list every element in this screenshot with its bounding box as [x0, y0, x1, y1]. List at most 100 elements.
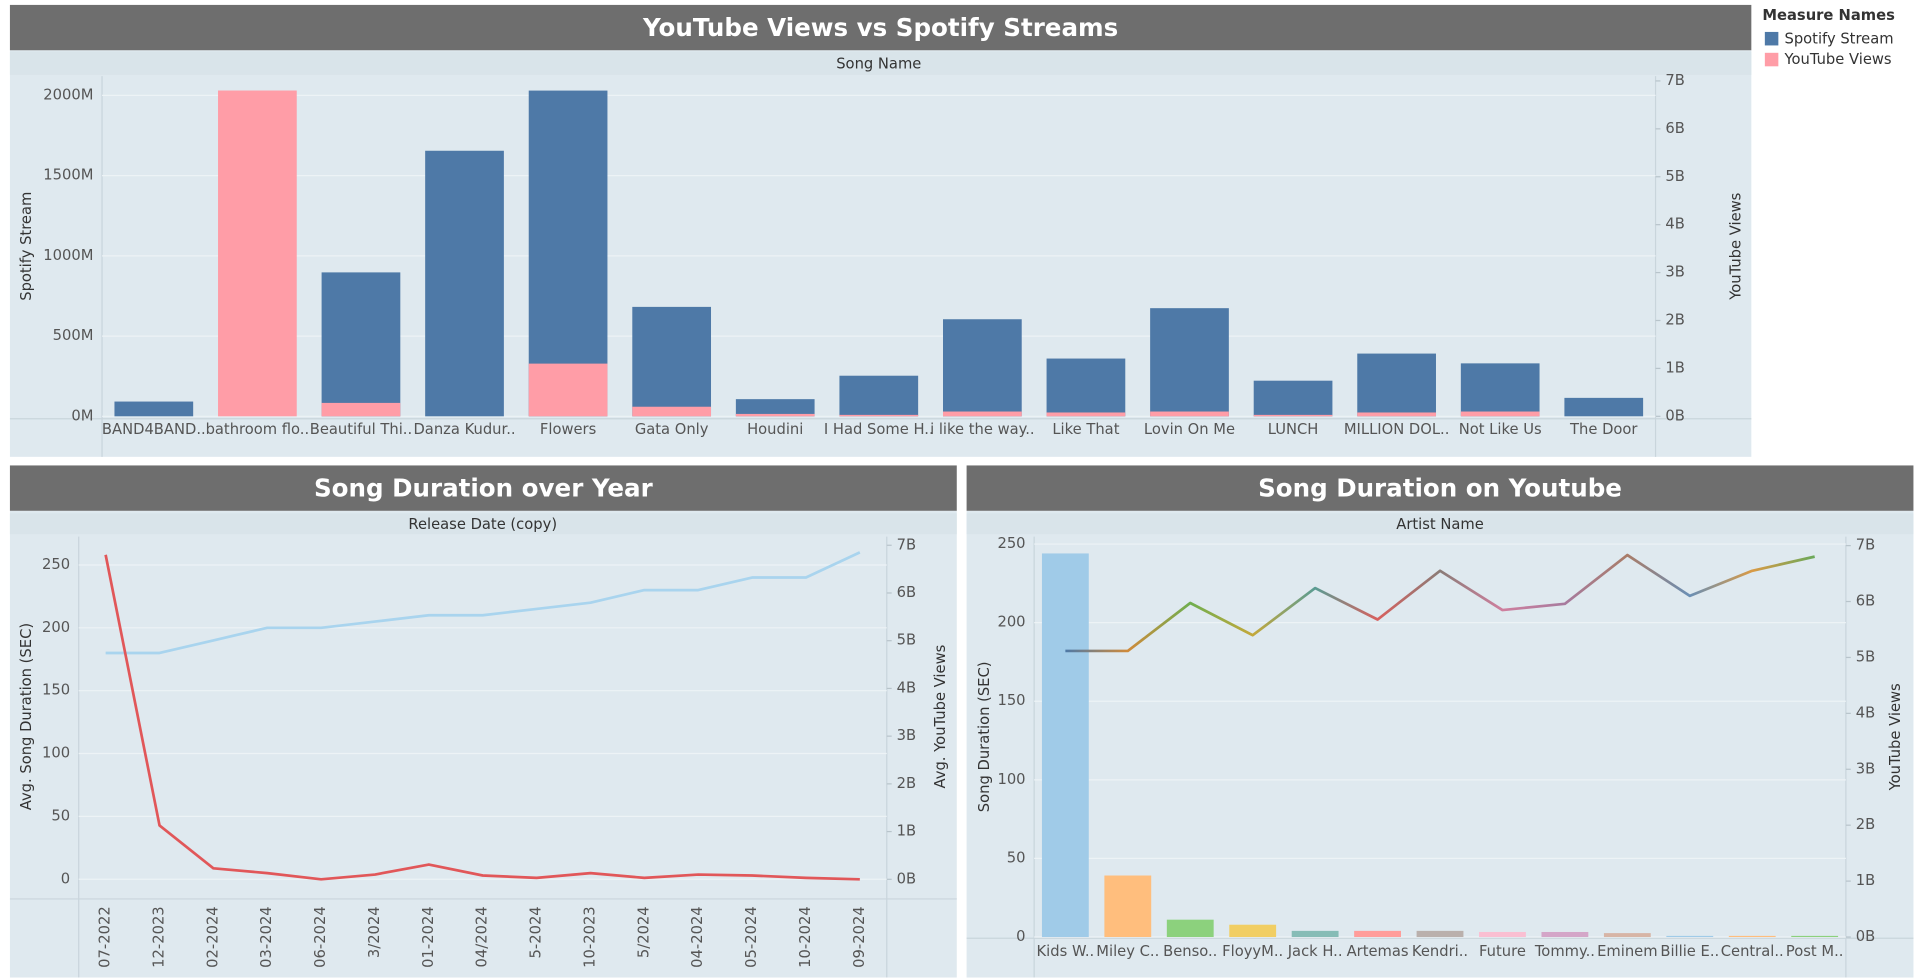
line	[1065, 553, 1815, 653]
x-tick-label: 02-2024	[204, 906, 221, 968]
bar	[943, 411, 1022, 417]
chart-title: YouTube Views vs Spotify Streams	[642, 13, 1118, 42]
y-axis-title: Avg. Song Duration (SEC)	[18, 623, 35, 810]
y2-tick-label: 0B	[1665, 407, 1684, 424]
bar	[218, 90, 297, 417]
x-tick-label: Not Like Us	[1459, 421, 1542, 438]
x-tick-label: Future	[1479, 943, 1526, 960]
bar	[839, 414, 919, 417]
y-tick-label: 200	[997, 614, 1025, 631]
y-tick-label: 250	[42, 556, 70, 573]
x-tick-label: 07-2022	[97, 906, 114, 968]
y-tick-label: 50	[1007, 849, 1026, 866]
column-header: Release Date (copy)	[408, 516, 557, 533]
bar	[1041, 553, 1089, 938]
bar	[1791, 935, 1839, 938]
x-tick-label: Flowers	[540, 421, 596, 438]
y-axis-title: Spotify Stream	[18, 192, 35, 301]
y-axis-title: Song Duration (SEC)	[976, 661, 993, 812]
x-tick-label: 10-2024	[797, 906, 814, 968]
bar	[839, 375, 919, 417]
bar	[1354, 930, 1401, 938]
bar	[632, 306, 712, 417]
x-tick-label: Kids W..	[1037, 943, 1095, 960]
y2-tick-label: 2B	[1665, 311, 1684, 328]
bar	[1046, 358, 1126, 417]
bar	[1460, 363, 1540, 417]
x-tick-label: Danza Kudur..	[413, 421, 515, 438]
x-tick-label: 10-2023	[581, 906, 598, 968]
bar	[735, 413, 815, 417]
bar	[1479, 931, 1526, 938]
bar	[1728, 935, 1776, 938]
x-tick-label: 05-2024	[743, 906, 760, 968]
x-tick-label: FloyyM..	[1222, 943, 1283, 960]
bar	[1166, 919, 1214, 938]
x-tick-label: Post M..	[1786, 943, 1844, 960]
x-tick-label: 06-2024	[312, 906, 329, 968]
bar	[321, 272, 401, 417]
chart-title: Song Duration on Youtube	[1258, 473, 1622, 502]
y-tick-label: 0M	[71, 407, 93, 424]
bar	[1291, 930, 1339, 938]
bar	[1253, 414, 1333, 417]
bar	[1357, 353, 1436, 417]
x-tick-label: Miley C..	[1096, 943, 1159, 960]
y-tick-label: 100	[42, 745, 70, 762]
x-tick-label: Lovin On Me	[1144, 421, 1235, 438]
x-tick-label: MILLION DOL..	[1344, 421, 1450, 438]
y-tick-label: 200	[42, 619, 70, 636]
bar	[943, 319, 1022, 417]
y2-tick-label: 7B	[1856, 537, 1875, 554]
bar	[1150, 308, 1229, 417]
bar	[632, 406, 712, 417]
y2-tick-label: 4B	[897, 679, 916, 696]
x-tick-label: 3/2024	[366, 906, 383, 958]
bar	[1150, 411, 1229, 417]
title-bar	[9, 4, 1752, 51]
y2-tick-label: 7B	[897, 536, 916, 553]
x-tick-label: Billie E..	[1660, 943, 1719, 960]
x-tick-label: Gata Only	[635, 421, 709, 438]
y2-tick-label: 1B	[897, 823, 916, 840]
x-tick-label: 03-2024	[258, 906, 275, 968]
y-tick-label: 150	[997, 692, 1025, 709]
y2-tick-label: 0B	[1856, 928, 1875, 945]
x-tick-label: Artemas	[1347, 943, 1409, 960]
y-tick-label: 1500M	[43, 167, 93, 184]
x-tick-label: Benso..	[1163, 943, 1217, 960]
x-tick-label: 5-2024	[528, 906, 545, 958]
y2-tick-label: 5B	[897, 632, 916, 649]
bar	[1603, 933, 1651, 938]
bar	[1416, 930, 1464, 938]
panel	[9, 510, 957, 978]
y2-tick-label: 0B	[897, 870, 916, 887]
x-tick-label: LUNCH	[1268, 421, 1319, 438]
y-tick-label: 100	[997, 771, 1025, 788]
x-tick-label: Kendri..	[1412, 943, 1468, 960]
y2-tick-label: 1B	[1856, 872, 1875, 889]
x-tick-label: i like the way..	[930, 421, 1035, 438]
legend-swatch	[1764, 31, 1779, 46]
bar	[1046, 412, 1126, 417]
y-tick-label: 2000M	[43, 86, 93, 103]
y2-tick-label: 5B	[1856, 648, 1875, 665]
y2-axis-title: Avg. YouTube Views	[932, 645, 949, 789]
y2-tick-label: 1B	[1665, 359, 1684, 376]
x-tick-label: Tommy..	[1534, 943, 1595, 960]
bar	[1564, 397, 1644, 417]
bar	[1541, 931, 1589, 938]
legend-label: YouTube Views	[1783, 51, 1891, 68]
y2-tick-label: 6B	[1665, 120, 1684, 137]
column-header: Artist Name	[1396, 516, 1484, 533]
x-tick-label: 5/2024	[635, 906, 652, 958]
x-tick-label: BAND4BAND..	[102, 421, 206, 438]
x-tick-label: I Had Some H..	[824, 421, 934, 438]
title-bar	[9, 465, 957, 511]
y2-tick-label: 3B	[897, 727, 916, 744]
bar	[1357, 412, 1436, 417]
y2-tick-label: 6B	[1856, 593, 1875, 610]
legend-label: Spotify Stream	[1784, 30, 1893, 47]
